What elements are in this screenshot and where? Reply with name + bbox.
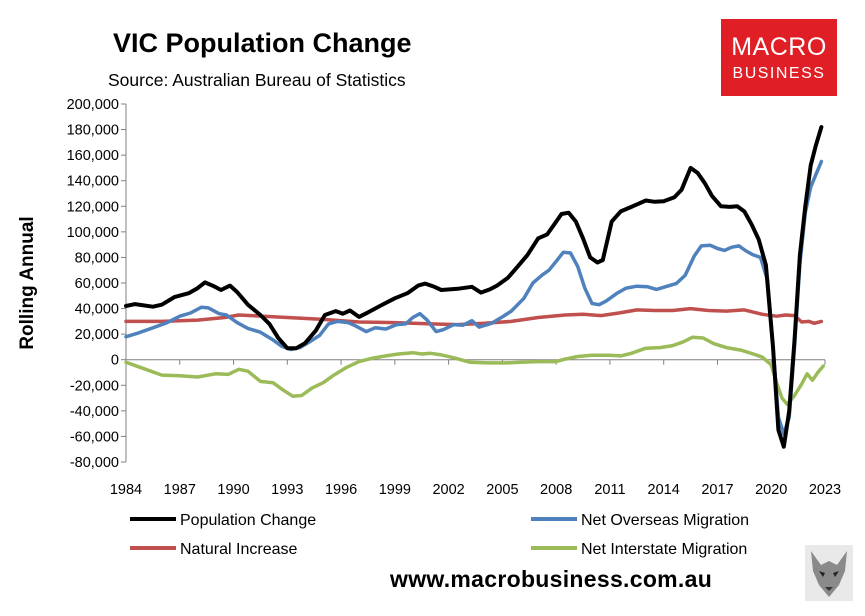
x-tick-label: 2005 — [486, 482, 518, 498]
chart-title: VIC Population Change — [113, 28, 412, 58]
series-line-population-change — [124, 125, 824, 449]
chart-axes: 200,000 180,000 160,000 140,000 120,000 100,0… — [17, 97, 841, 498]
y-tick-label: 80,000 — [75, 250, 119, 266]
chart-series — [124, 125, 825, 449]
x-tick-label: 2002 — [432, 482, 464, 498]
series-line-net-overseas-migration — [124, 159, 824, 436]
y-tick-label: 120,000 — [67, 199, 119, 215]
x-tick-label: 2023 — [809, 482, 841, 498]
y-tick-label: 140,000 — [67, 174, 119, 190]
y-tick-label: 100,000 — [67, 225, 119, 241]
x-tick-label: 2008 — [540, 482, 572, 498]
y-tick-label: 40,000 — [75, 302, 119, 318]
x-tick-label: 1984 — [110, 482, 142, 498]
y-tick-label: 200,000 — [67, 97, 119, 113]
legend-label-natural-increase: Natural Increase — [180, 541, 297, 558]
legend-label-net-interstate-migration: Net Interstate Migration — [581, 541, 747, 558]
x-tick-label: 2011 — [594, 482, 625, 498]
x-tick-label: 1987 — [164, 482, 196, 498]
y-tick-label: -40,000 — [70, 404, 119, 420]
x-tick-label: 2020 — [755, 482, 787, 498]
y-tick-label: 180,000 — [67, 123, 119, 139]
y-tick-label: 60,000 — [75, 276, 119, 292]
x-tick-label: 1999 — [379, 482, 411, 498]
x-tick-label: 1990 — [217, 482, 249, 498]
legend-label-net-overseas-migration: Net Overseas Migration — [581, 512, 749, 529]
macrobusiness-logo: MACRO BUSINESS — [721, 19, 837, 96]
website-url: www.macrobusiness.com.au — [390, 566, 713, 592]
x-tick-label: 2014 — [648, 482, 680, 498]
x-tick-label: 1993 — [271, 482, 303, 498]
legend-label-population-change: Population Change — [180, 512, 316, 529]
y-axis-label: Rolling Annual — [17, 216, 38, 349]
y-tick-label: -60,000 — [70, 429, 119, 445]
logo-line-2: BUSINESS — [732, 65, 826, 82]
wolf-logo-icon — [805, 545, 853, 601]
x-tick-label: 1996 — [325, 482, 357, 498]
chart-subtitle: Source: Australian Bureau of Statistics — [108, 70, 406, 90]
x-tick-label: 2017 — [701, 482, 733, 498]
y-tick-label: 160,000 — [67, 148, 119, 164]
y-tick-label: 0 — [111, 353, 119, 369]
logo-line-1: MACRO — [731, 33, 827, 61]
y-tick-label: 20,000 — [75, 327, 119, 343]
series-line-net-interstate-migration — [124, 335, 825, 407]
y-tick-label: -20,000 — [70, 378, 119, 394]
series-line-natural-increase — [124, 306, 824, 327]
y-tick-label: -80,000 — [70, 455, 119, 471]
chart-legend: Population Change Net Overseas Migration N… — [130, 512, 749, 558]
